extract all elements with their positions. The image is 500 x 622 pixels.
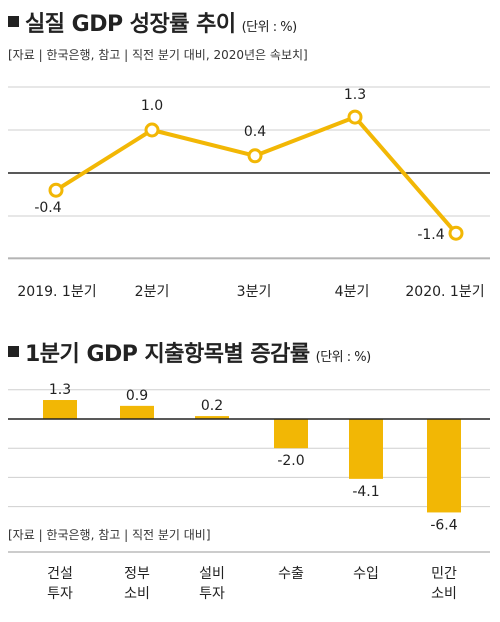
x-tick-label: 수출 [278,566,304,582]
line-chart: -0.4 1.0 0.4 1.3 -1.4 2019. 1분기 2분기 3분기 4분기 2020.… [8,86,490,300]
unit-label: (단위 : %) [315,350,372,365]
x-tick-label: 정부 소비 [124,566,150,602]
data-label: 1.0 [141,98,163,114]
chart-title-text: 실질 GDP 성장률 추이 [25,12,236,37]
data-point [347,109,363,125]
data-point [247,148,263,164]
bar [274,419,308,449]
data-label: -1.4 [417,227,444,243]
bar [349,419,383,479]
source-note: [자료 | 한국은행, 참고 | 직전 분기 대비] [8,528,211,542]
gdp-growth-panel: 실질 GDP 성장률 추이 (단위 : %) [자료 | 한국은행, 참고 | 직… [8,6,490,300]
x-tick-label: 2020. 1분기 [405,284,484,300]
x-tick-label: 2019. 1분기 [17,284,96,300]
data-label: 0.4 [244,124,266,140]
chart-title-text: 1분기 GDP 지출항목별 증감률 [25,342,310,367]
bar-chart: 1.3 0.9 0.2 -2.0 -4.1 -6.4 건설 투자 정부 소비 설비 투자 수출 수입 민간 소… [8,382,490,602]
data-label: 0.9 [126,388,148,404]
bar [195,416,229,419]
bar [427,419,461,513]
title-bullet-icon [8,346,19,357]
bar [43,400,77,419]
source-note: [자료 | 한국은행, 참고 | 직전 분기 대비, 2020년은 속보치] [8,48,308,62]
data-label: -4.1 [352,484,379,500]
x-tick-label: 수입 [353,566,379,582]
data-label: 0.2 [201,398,223,414]
data-point [48,182,64,198]
chart-title: 1분기 GDP 지출항목별 증감률 (단위 : %) [8,336,371,368]
x-tick-label: 설비 투자 [199,566,225,602]
x-tick-label: 3분기 [237,284,272,300]
data-label: -6.4 [430,517,457,533]
gdp-expenditure-panel: 1분기 GDP 지출항목별 증감률 (단위 : %) 1.3 0.9 0.2 -2.0 -… [0,330,500,622]
data-point [448,225,464,241]
data-label: 1.3 [344,87,366,103]
x-tick-label: 2분기 [135,284,170,300]
data-label: -0.4 [34,200,61,216]
title-bullet-icon [8,16,19,27]
chart-title: 실질 GDP 성장률 추이 (단위 : %) [8,6,297,38]
data-label: 1.3 [49,382,71,398]
bar [120,405,154,419]
x-tick-label: 민간 소비 [431,566,457,602]
data-point [144,122,160,138]
unit-label: (단위 : %) [241,20,298,35]
x-tick-label: 4분기 [335,284,370,300]
x-tick-label: 건설 투자 [47,566,73,602]
data-label: -2.0 [277,453,304,469]
